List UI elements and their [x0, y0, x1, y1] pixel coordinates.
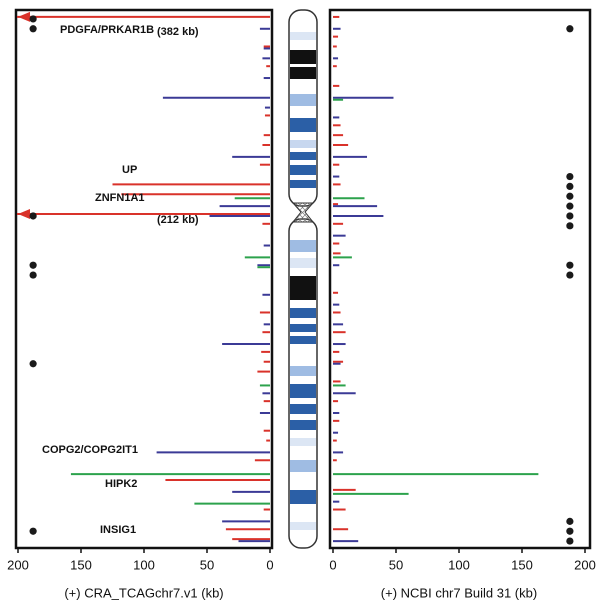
marker-dot [566, 517, 574, 525]
x-tick-label: 150 [70, 557, 92, 572]
chromosome-ideogram [288, 9, 318, 549]
plot-area [333, 15, 574, 545]
x-tick-label: 200 [574, 557, 596, 572]
x-tick-label: 100 [133, 557, 155, 572]
marker-dot [29, 25, 37, 33]
marker-dot [566, 212, 574, 220]
marker-dot [566, 172, 574, 181]
annotation: INSIG1 [100, 524, 136, 536]
marker-dot [566, 202, 574, 210]
annotation: ZNFN1A1 [95, 192, 145, 204]
marker-dot [566, 527, 574, 535]
panel-frame [328, 8, 592, 550]
marker-dot [566, 25, 574, 33]
annotation: PDGFA/PRKAR1B [60, 24, 154, 36]
marker-dot [566, 222, 574, 230]
x-tick-label: 0 [266, 557, 273, 572]
annotation: (212 kb) [157, 214, 199, 226]
marker-dot [29, 271, 37, 279]
annotation: COPG2/COPG2IT1 [42, 444, 138, 456]
x-tick-label: 100 [448, 557, 470, 572]
x-tick-label: 0 [329, 557, 336, 572]
marker-dot [566, 271, 574, 279]
x-tick-label: 50 [200, 557, 214, 572]
overflow-arrow [18, 208, 30, 219]
marker-dot [566, 537, 574, 545]
plot-area [17, 11, 270, 543]
annotation: (382 kb) [157, 26, 199, 38]
marker-dot [29, 360, 37, 368]
marker-dot [29, 212, 37, 220]
x-tick-label: 200 [7, 557, 29, 572]
marker-dot [566, 261, 574, 269]
x-axis-label: (+) CRA_TCAGchr7.v1 (kb) [64, 585, 223, 600]
x-axis-label: (+) NCBI chr7 Build 31 (kb) [381, 585, 537, 600]
overflow-arrow [18, 11, 30, 22]
x-tick-label: 150 [511, 557, 533, 572]
marker-dot [566, 182, 574, 191]
marker-dot [29, 15, 37, 23]
panel-frame [14, 8, 274, 550]
marker-dot [29, 527, 37, 535]
x-tick-label: 50 [389, 557, 403, 572]
marker-dot [566, 192, 574, 200]
annotation: HIPK2 [105, 478, 137, 490]
annotation: UP [122, 164, 137, 176]
marker-dot [29, 261, 37, 269]
